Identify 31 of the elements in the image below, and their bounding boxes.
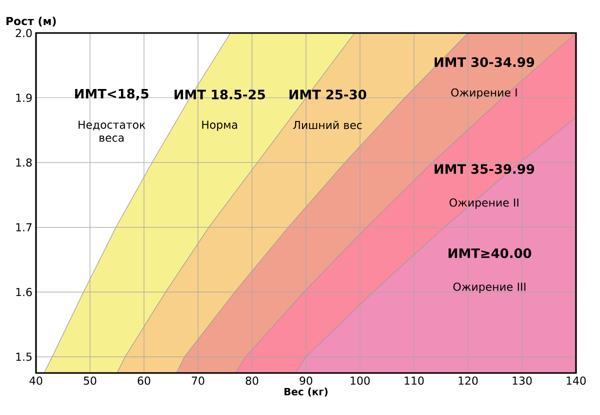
x-axis-title: Вес (кг) — [284, 388, 328, 397]
annotation: Ожирение II — [450, 198, 518, 209]
x-tick-label: 50 — [84, 376, 96, 385]
x-tick-label: 80 — [246, 376, 258, 385]
x-tick-label: 90 — [300, 376, 312, 385]
annotation: Ожирение III — [453, 282, 526, 294]
y-tick-label: 1.8 — [16, 158, 32, 167]
x-tick-label: 130 — [512, 376, 532, 385]
y-tick-label: 1.9 — [16, 94, 32, 102]
annotation: ИМТ 35-39.99 — [434, 164, 534, 174]
annotation: Лишний вес — [293, 120, 362, 130]
annotation: Ожирение I — [451, 88, 517, 99]
y-axis-title: Рост (м) — [6, 16, 56, 26]
y-tick-label: 1.7 — [16, 223, 32, 232]
x-tick-label: 70 — [192, 376, 204, 385]
x-tick-label: 110 — [404, 376, 424, 385]
y-tick-label: 2.0 — [16, 28, 32, 38]
y-tick-label: 1.5 — [16, 352, 32, 361]
annotation: Недостаток веса — [78, 120, 146, 142]
x-tick-label: 60 — [138, 376, 150, 385]
annotation: ИМТ 18.5-25 — [174, 90, 265, 100]
y-tick-label: 1.6 — [16, 288, 32, 296]
x-tick-label: 40 — [30, 376, 42, 385]
annotation: ИМТ 25-30 — [290, 90, 366, 100]
x-tick-label: 100 — [350, 376, 370, 385]
annotation: ИМТ 30-34.99 — [434, 57, 534, 68]
annotation: ИМТ<18,5 — [75, 88, 148, 100]
x-tick-label: 140 — [566, 376, 586, 385]
annotation: Норма — [202, 120, 238, 131]
x-tick-label: 120 — [458, 376, 478, 385]
annotation: ИМТ≥40.00 — [448, 248, 532, 258]
